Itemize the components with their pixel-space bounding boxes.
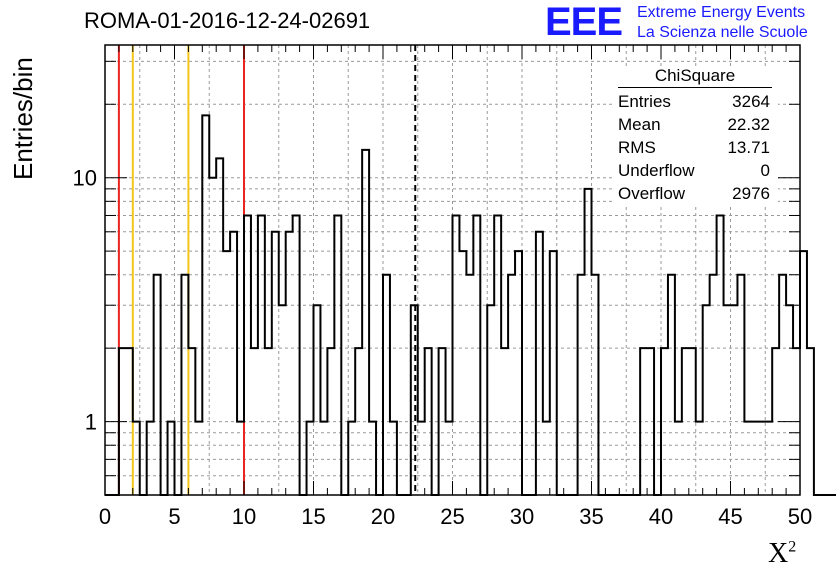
stat-label: Mean [618,115,661,134]
stat-row-mean: Mean 22.32 [612,113,778,136]
stat-value: 0 [760,161,770,180]
x-tick-label: 30 [510,504,534,529]
x-axis-label-base: X [768,538,789,569]
stats-rows: Entries 3264 Mean 22.32 RMS 13.71 Underflow 0 Ov… [612,90,778,205]
x-tick-label: 40 [649,504,673,529]
stat-row-overflow: Overflow 2976 [612,182,778,205]
stat-label: Entries [618,92,671,111]
stat-value: 2976 [732,184,770,203]
stat-row-entries: Entries 3264 [612,90,778,113]
stat-label: Overflow [618,184,686,203]
stats-box: ChiSquare Entries 3264 Mean 22.32 RMS 13.71 Un… [612,66,778,205]
stat-value: 13.71 [727,138,770,157]
stats-title: ChiSquare [618,66,772,88]
stat-value: 22.32 [727,115,770,134]
x-tick-label: 15 [301,504,325,529]
x-tick-label: 5 [168,504,180,529]
histogram-series [105,114,836,496]
y-tick-label: 1 [85,410,97,435]
x-tick-label: 35 [579,504,603,529]
stat-row-underflow: Underflow 0 [612,159,778,182]
x-tick-label: 10 [232,504,256,529]
x-tick-label: 20 [371,504,395,529]
logo-mark: EEE [545,0,623,44]
page-title: ROMA-01-2016-12-24-02691 [84,8,371,33]
stat-row-rms: RMS 13.71 [612,136,778,159]
stat-label: Underflow [618,161,695,180]
stat-label: RMS [618,138,656,157]
x-tick-label: 50 [788,504,812,529]
logo-line2: La Scienza nelle Scuole [637,24,808,41]
x-tick-label: 25 [440,504,464,529]
x-axis-label-superscript: 2 [788,538,797,556]
x-tick-label: 0 [99,504,111,529]
logo-line1: Extreme Energy Events [637,4,806,21]
x-tick-label: 45 [718,504,742,529]
eee-logo: EEE Extreme Energy Events La Scienza nel… [545,0,835,46]
x-axis-label: X2 [768,538,796,570]
stat-value: 3264 [732,92,770,111]
y-tick-label: 10 [73,166,97,191]
